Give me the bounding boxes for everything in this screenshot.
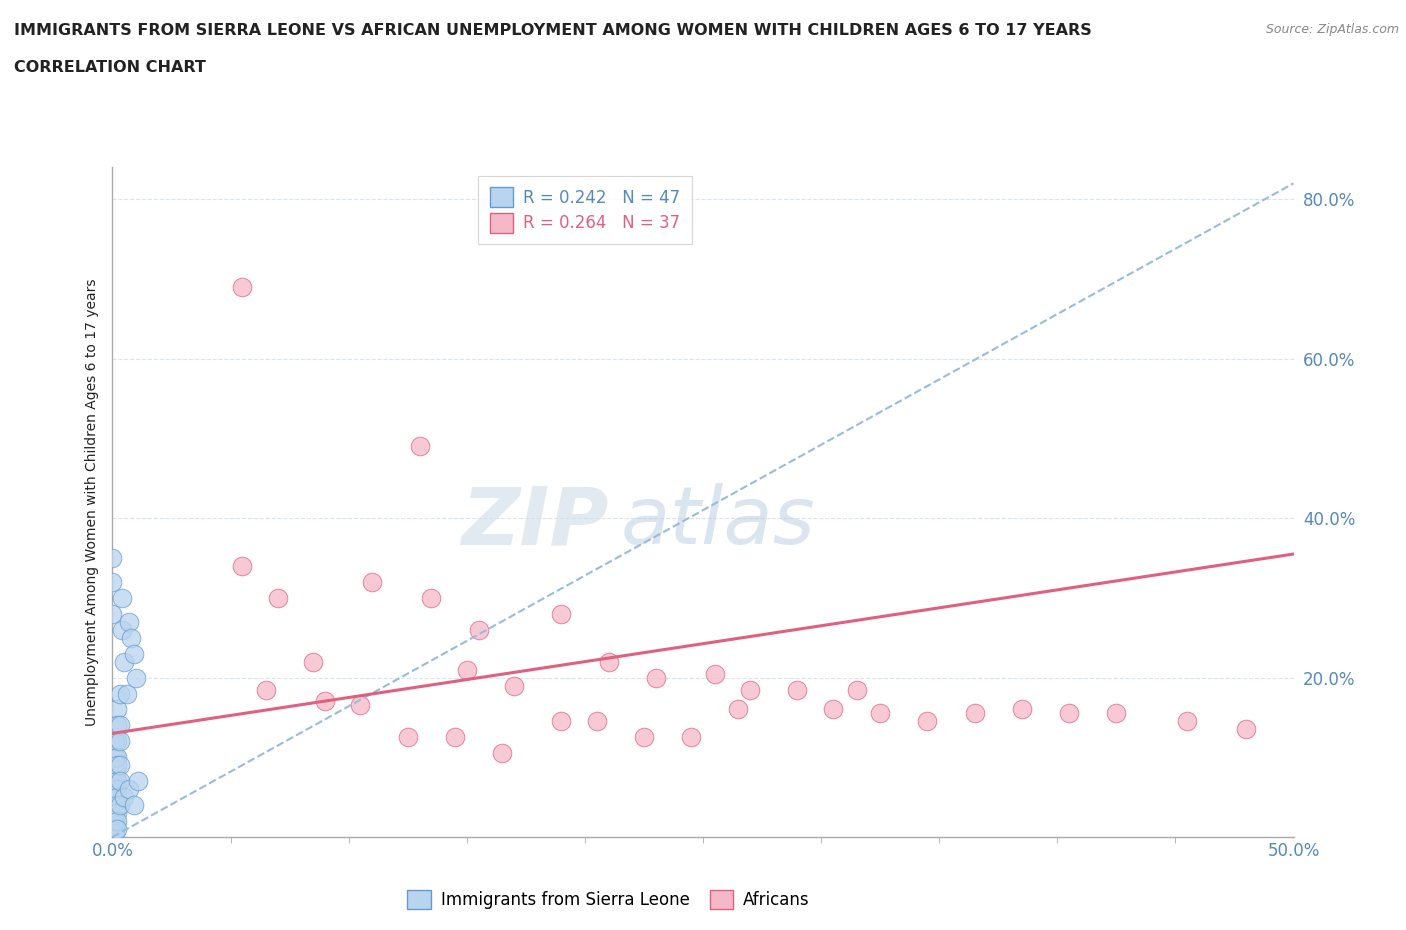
Point [396,730,419,745]
Text: ZIP: ZIP [461,484,609,562]
Point [1011,702,1033,717]
Point [115,686,138,701]
Point [585,714,607,729]
Point [111,591,134,605]
Point [314,694,336,709]
Point [105,702,128,717]
Point [302,654,325,669]
Point [105,782,128,797]
Point [1234,722,1257,737]
Point [104,817,127,832]
Text: atlas: atlas [620,484,815,562]
Point [845,682,868,697]
Point [633,730,655,745]
Point [105,750,128,764]
Point [491,746,513,761]
Point [231,280,253,295]
Point [1175,714,1198,729]
Point [101,551,124,565]
Point [963,706,986,721]
Point [108,798,131,813]
Point [703,666,725,681]
Point [104,750,127,764]
Point [349,698,371,713]
Point [105,821,128,836]
Point [786,682,808,697]
Point [108,734,131,749]
Point [104,734,127,749]
Point [727,702,749,717]
Legend: R = 0.242   N = 47, R = 0.264   N = 37: R = 0.242 N = 47, R = 0.264 N = 37 [478,176,692,245]
Point [104,805,127,820]
Point [231,559,253,574]
Point [122,646,145,661]
Point [105,805,128,820]
Point [740,682,762,697]
Point [420,591,443,605]
Point [104,821,127,836]
Point [550,714,572,729]
Point [105,774,128,789]
Point [108,758,131,773]
Point [105,718,128,733]
Text: IMMIGRANTS FROM SIERRA LEONE VS AFRICAN UNEMPLOYMENT AMONG WOMEN WITH CHILDREN A: IMMIGRANTS FROM SIERRA LEONE VS AFRICAN … [14,23,1092,38]
Y-axis label: Unemployment Among Women with Children Ages 6 to 17 years: Unemployment Among Women with Children A… [86,278,100,726]
Point [105,814,128,829]
Point [821,702,844,717]
Text: Source: ZipAtlas.com: Source: ZipAtlas.com [1265,23,1399,36]
Point [267,591,290,605]
Point [254,682,277,697]
Point [456,662,478,677]
Point [644,671,666,685]
Point [444,730,467,745]
Point [104,826,127,841]
Point [111,622,134,637]
Point [104,786,127,801]
Point [104,798,127,813]
Point [112,654,135,669]
Point [104,793,127,808]
Point [1057,706,1080,721]
Point [120,631,142,645]
Text: CORRELATION CHART: CORRELATION CHART [14,60,205,75]
Point [681,730,703,745]
Point [101,575,124,590]
Point [105,734,128,749]
Point [550,606,572,621]
Point [118,615,141,630]
Point [122,798,145,813]
Point [108,718,131,733]
Point [108,686,131,701]
Point [1105,706,1128,721]
Point [125,671,148,685]
Point [112,790,135,804]
Point [503,678,526,693]
Point [118,782,141,797]
Point [105,758,128,773]
Point [598,654,620,669]
Point [127,774,149,789]
Point [108,774,131,789]
Point [104,782,127,797]
Point [361,575,384,590]
Point [917,714,939,729]
Point [467,622,489,637]
Point [105,790,128,804]
Point [869,706,891,721]
Point [101,606,124,621]
Point [408,439,430,454]
Point [105,798,128,813]
Point [104,774,127,789]
Point [104,762,127,777]
Point [104,765,127,780]
Point [104,814,127,829]
